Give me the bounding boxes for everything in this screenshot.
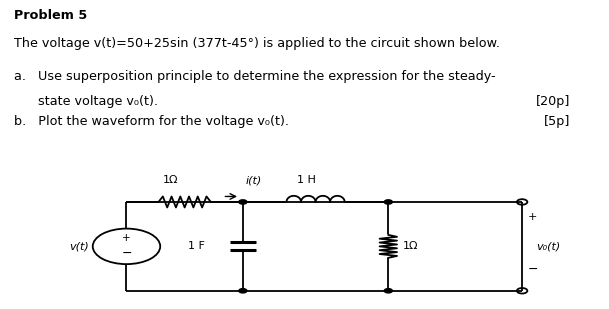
- Text: Problem 5: Problem 5: [14, 9, 88, 22]
- Text: v₀(t): v₀(t): [537, 241, 561, 251]
- Text: 1 H: 1 H: [297, 175, 316, 185]
- Text: [20p]: [20p]: [536, 95, 571, 108]
- Text: −: −: [527, 263, 538, 276]
- Text: +: +: [122, 233, 131, 243]
- Text: a.   Use superposition principle to determine the expression for the steady-: a. Use superposition principle to determ…: [14, 70, 496, 83]
- Circle shape: [239, 289, 247, 293]
- Text: i(t): i(t): [246, 175, 262, 185]
- Text: 1 F: 1 F: [188, 241, 205, 251]
- Circle shape: [239, 200, 247, 204]
- Text: 1Ω: 1Ω: [403, 241, 418, 251]
- Text: The voltage v(t)=50+25sin (377t-45°) is applied to the circuit shown below.: The voltage v(t)=50+25sin (377t-45°) is …: [14, 36, 500, 50]
- Text: [5p]: [5p]: [544, 115, 571, 128]
- Text: v(t): v(t): [69, 241, 89, 251]
- Circle shape: [384, 289, 392, 293]
- Text: −: −: [121, 247, 132, 260]
- Text: +: +: [528, 212, 537, 222]
- Circle shape: [384, 200, 392, 204]
- Text: b.   Plot the waveform for the voltage v₀(t).: b. Plot the waveform for the voltage v₀(…: [14, 115, 289, 128]
- Text: 1Ω: 1Ω: [163, 175, 178, 185]
- Text: state voltage v₀(t).: state voltage v₀(t).: [14, 95, 158, 108]
